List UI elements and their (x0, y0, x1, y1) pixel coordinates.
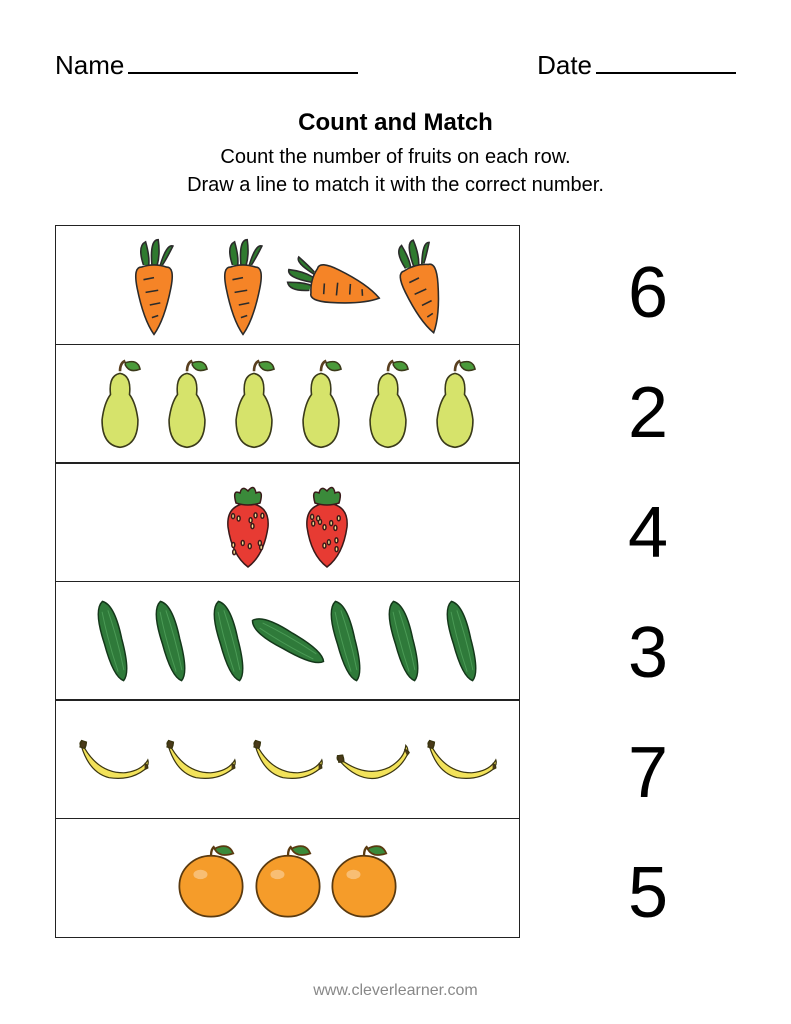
worksheet-title: Count and Match (55, 109, 736, 137)
row-strawberry (55, 462, 520, 582)
banana-icon (334, 732, 415, 787)
item-boxes (55, 225, 520, 961)
carrot-icon (379, 238, 462, 333)
pear-icon (358, 359, 419, 449)
carrot-icon (202, 238, 285, 333)
pear-icon (156, 359, 217, 449)
date-underline[interactable] (596, 72, 736, 74)
cucumber-icon (320, 596, 372, 686)
orange-icon (329, 843, 399, 913)
row-banana (55, 699, 520, 819)
orange-icon (176, 843, 246, 913)
number-2: 2 (628, 353, 668, 473)
number-column: 624375 (520, 225, 736, 961)
pear-icon (425, 359, 486, 449)
number-4: 4 (628, 473, 668, 593)
number-5: 5 (628, 833, 668, 953)
instruction-line-2: Draw a line to match it with the correct… (187, 174, 604, 196)
row-orange (55, 818, 520, 938)
banana-icon (160, 732, 241, 787)
pear-icon (223, 359, 284, 449)
row-pear (55, 344, 520, 464)
cucumber-icon (87, 596, 139, 686)
cucumber-icon (261, 596, 313, 686)
carrot-icon (291, 238, 374, 333)
pear-icon (291, 359, 352, 449)
pear-icon (89, 359, 150, 449)
date-label: Date (537, 50, 592, 81)
worksheet-page: Name Date Count and Match Count the numb… (0, 0, 791, 1024)
banana-icon (73, 732, 154, 787)
number-6: 6 (628, 233, 668, 353)
cucumber-icon (378, 596, 430, 686)
banana-icon (421, 732, 502, 787)
row-carrot (55, 225, 520, 345)
instructions: Count the number of fruits on each row. … (55, 143, 736, 199)
date-field: Date (537, 50, 736, 81)
strawberry-icon (291, 475, 365, 570)
number-3: 3 (628, 593, 668, 713)
row-cucumber (55, 581, 520, 701)
cucumber-icon (203, 596, 255, 686)
carrot-icon (113, 238, 196, 333)
header: Name Date (55, 50, 736, 81)
instruction-line-1: Count the number of fruits on each row. (220, 146, 570, 168)
cucumber-icon (145, 596, 197, 686)
content-area: 624375 (55, 225, 736, 961)
footer-url: www.cleverlearner.com (0, 982, 791, 1000)
number-7: 7 (628, 713, 668, 833)
cucumber-icon (436, 596, 488, 686)
name-field: Name (55, 50, 358, 81)
banana-icon (247, 732, 328, 787)
strawberry-icon (211, 475, 285, 570)
name-label: Name (55, 50, 124, 81)
name-underline[interactable] (128, 72, 358, 74)
orange-icon (252, 843, 322, 913)
